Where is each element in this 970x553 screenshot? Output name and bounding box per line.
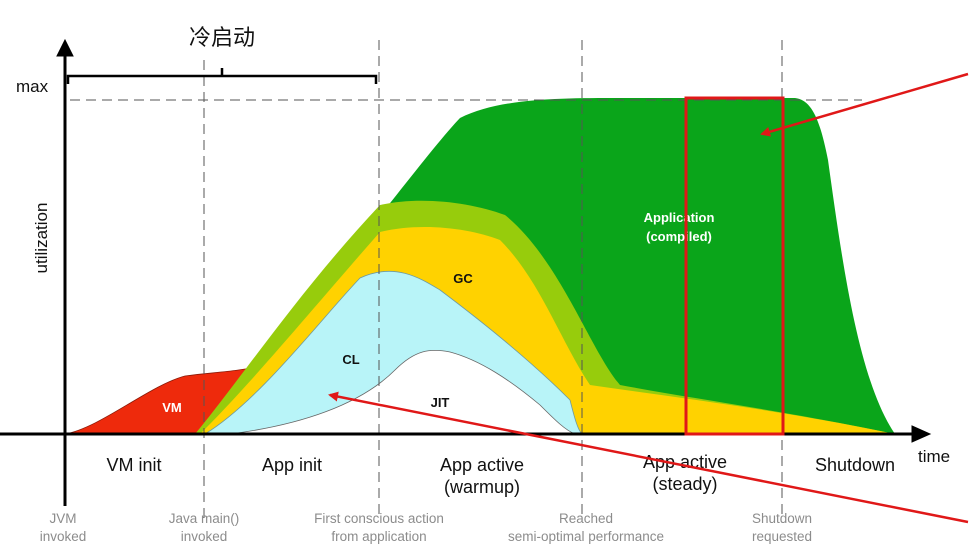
phase-app-active-warmup-sub: (warmup) [444,477,520,497]
event-jvm-invoked: JVM [50,511,77,526]
event-semi-optimal: Reached [559,511,613,526]
application-region-sublabel: (compiled) [646,229,712,244]
vm-region-label: VM [162,400,182,415]
event-shutdown-requested-sub: requested [752,529,812,544]
event-first-action: First conscious action [314,511,444,526]
event-java-main: Java main() [169,511,240,526]
event-java-main-sub: invoked [181,529,228,544]
phase-shutdown: Shutdown [815,455,895,475]
y-axis-arrow [56,38,74,57]
phase-app-active-warmup: App active [440,455,524,475]
gc-region-label: GC [453,271,473,286]
phase-app-init: App init [262,455,322,475]
x-axis-label: time [918,447,950,466]
cold-start-bracket [66,68,378,84]
phase-app-active-steady: App active [643,452,727,472]
event-jvm-invoked-sub: invoked [40,529,87,544]
annotation-arrow-application [760,72,969,137]
jit-region-label: JIT [431,395,450,410]
cl-region-label: CL [342,352,359,367]
event-first-action-sub: from application [331,529,426,544]
steady-state-highlight-box [684,96,785,436]
event-shutdown-requested: Shutdown [752,511,812,526]
y-max-label: max [16,77,49,96]
cold-start-title: 冷启动 [189,25,255,50]
phase-vm-init: VM init [106,455,161,475]
event-semi-optimal-sub: semi-optimal performance [508,529,664,544]
jit-area [229,349,576,435]
y-axis-label: utilization [32,203,51,274]
annotation-arrow-cl [328,391,969,524]
x-axis-arrow [911,425,932,443]
application-region-label: Application [644,210,715,225]
phase-app-active-steady-sub: (steady) [652,474,717,494]
